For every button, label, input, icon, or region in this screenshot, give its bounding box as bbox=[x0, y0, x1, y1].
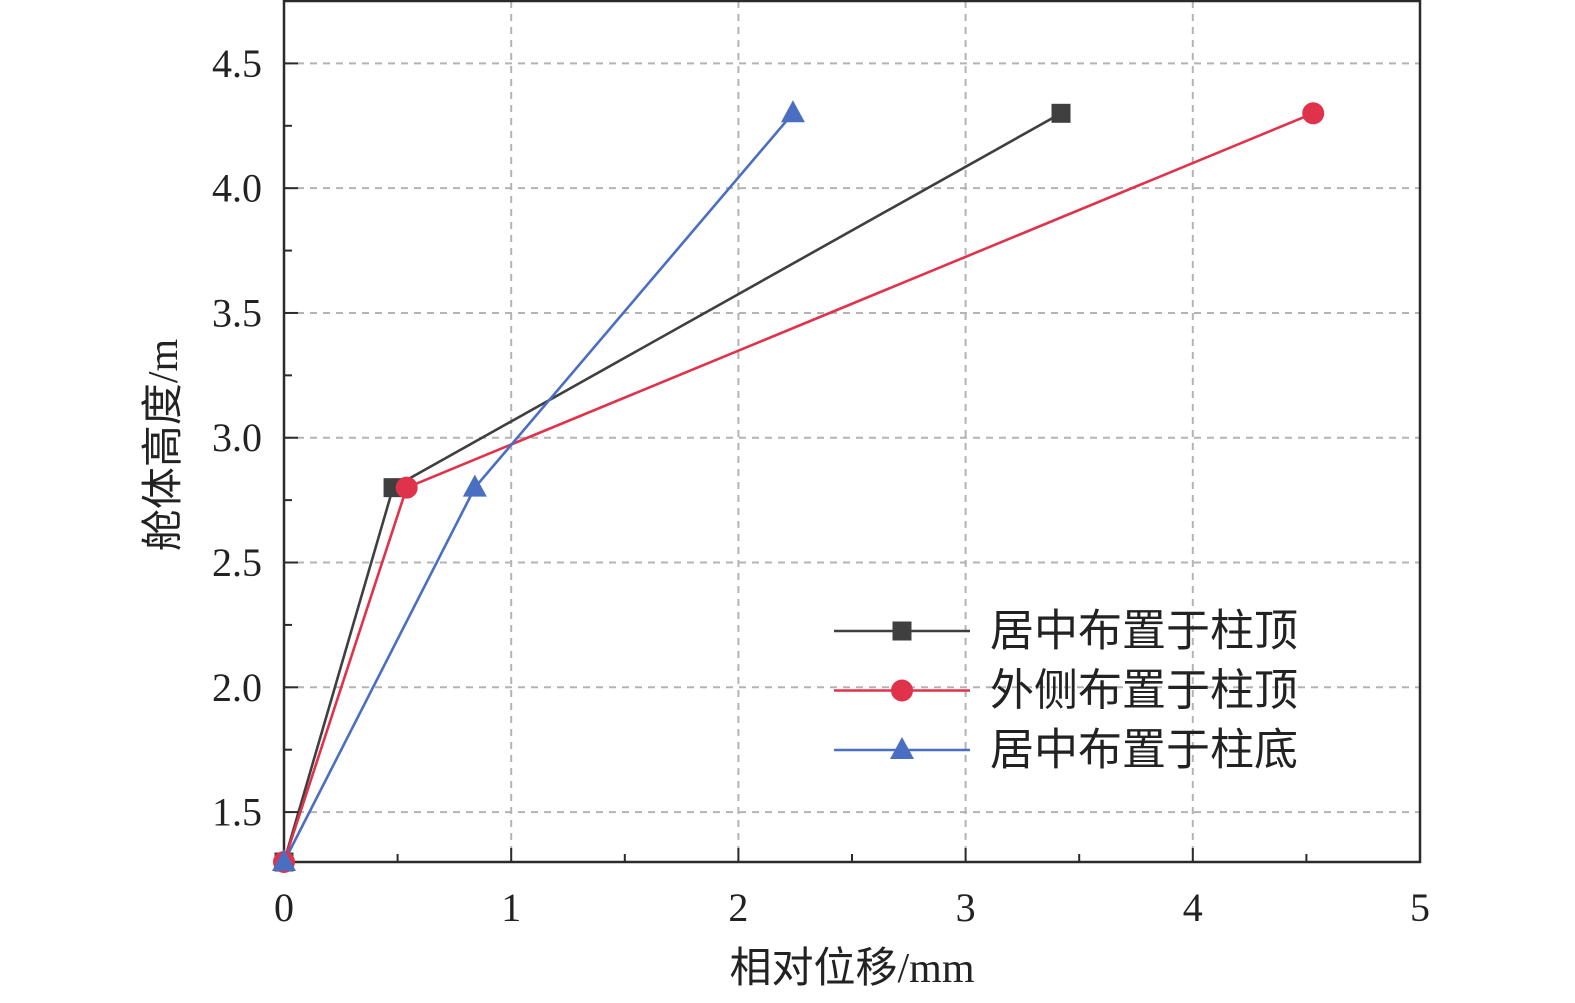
x-tick-label: 3 bbox=[956, 885, 976, 930]
x-tick-label: 2 bbox=[728, 885, 748, 930]
legend-item: 外侧布置于柱顶 bbox=[834, 666, 1298, 715]
x-axis-title: 相对位移/mm bbox=[729, 945, 974, 992]
legend-label: 外侧布置于柱顶 bbox=[990, 666, 1298, 715]
legend-triangle-marker bbox=[890, 737, 914, 759]
circle-marker bbox=[1302, 102, 1325, 125]
y-tick-label: 4.0 bbox=[212, 166, 262, 211]
triangle-marker bbox=[272, 849, 296, 871]
legend-square-marker bbox=[892, 621, 912, 641]
grid bbox=[284, 1, 1420, 862]
y-tick-label: 4.5 bbox=[212, 41, 262, 86]
y-tick-label: 2.0 bbox=[212, 665, 262, 710]
triangle-marker bbox=[462, 474, 487, 497]
triangle-marker bbox=[780, 100, 805, 123]
y-tick-label: 1.5 bbox=[212, 790, 262, 835]
x-tick-label: 1 bbox=[501, 885, 521, 930]
y-axis-title: 舱体高度/m bbox=[140, 339, 187, 552]
series-line-3 bbox=[282, 112, 794, 863]
legend-item: 居中布置于柱顶 bbox=[834, 607, 1298, 656]
circle-marker bbox=[395, 476, 418, 499]
legend-circle-marker bbox=[891, 679, 913, 702]
x-tick-label: 5 bbox=[1410, 885, 1430, 930]
legend-label: 居中布置于柱底 bbox=[990, 726, 1298, 775]
x-tick-label: 4 bbox=[1183, 885, 1203, 930]
y-tick-label: 3.0 bbox=[212, 415, 262, 460]
legend-label: 居中布置于柱顶 bbox=[990, 607, 1298, 656]
y-tick-label: 3.5 bbox=[212, 290, 262, 335]
x-tick-labels: 0 1 2 3 4 5 bbox=[274, 885, 1430, 930]
square-marker bbox=[1051, 103, 1071, 123]
y-tick-labels: 1.5 2.0 2.5 3.0 3.5 4.0 4.5 bbox=[212, 41, 262, 835]
legend-item: 居中布置于柱底 bbox=[834, 726, 1298, 775]
y-tick-label: 2.5 bbox=[212, 540, 262, 585]
axis-ticks bbox=[283, 62, 1421, 862]
data-markers bbox=[272, 100, 1325, 873]
x-tick-label: 0 bbox=[274, 885, 294, 930]
